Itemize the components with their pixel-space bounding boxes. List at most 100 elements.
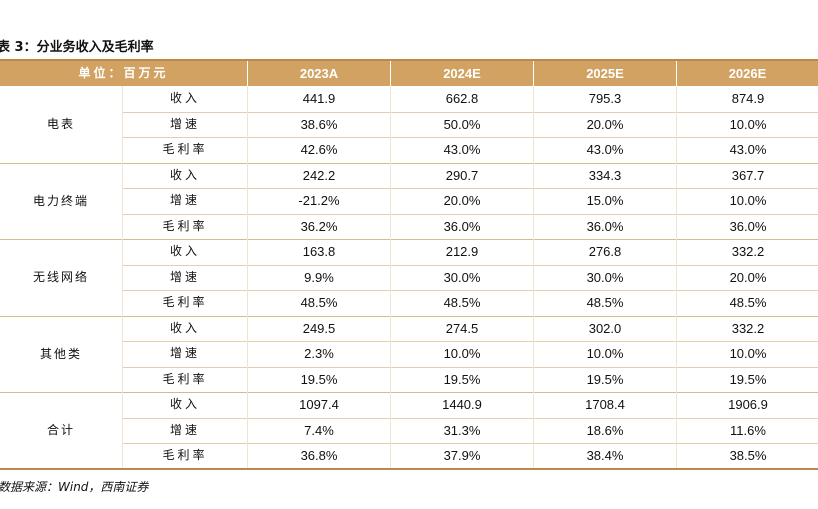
header-divider bbox=[533, 61, 534, 86]
value-cell: 31.3% bbox=[443, 422, 481, 438]
header-divider bbox=[247, 61, 248, 86]
table-row: 增速 2.3% 10.0% 10.0% 10.0% bbox=[122, 341, 818, 367]
group-divider bbox=[0, 392, 818, 393]
value-cell: 43.0% bbox=[443, 142, 481, 157]
value-cell: 36.0% bbox=[443, 218, 481, 234]
value-cell: 367.7 bbox=[731, 167, 765, 183]
table-row: 增速 38.6% 50.0% 20.0% 10.0% bbox=[122, 112, 818, 138]
value-cell: 1708.4 bbox=[585, 397, 625, 412]
metric-label: 收入 bbox=[169, 91, 200, 105]
value-cell: 20.0% bbox=[729, 269, 767, 285]
group-label: 电表 bbox=[46, 117, 75, 131]
value-cell: 15.0% bbox=[586, 193, 624, 208]
value-cell: 10.0% bbox=[443, 346, 481, 361]
metric-label: 增速 bbox=[169, 193, 200, 207]
value-cell: 43.0% bbox=[586, 142, 624, 157]
value-cell: 212.9 bbox=[445, 244, 479, 259]
value-cell: 2.3% bbox=[304, 346, 334, 361]
row-divider bbox=[122, 213, 818, 215]
group-label: 其他类 bbox=[39, 346, 82, 361]
value-cell: -21.2% bbox=[298, 193, 340, 208]
column-divider bbox=[676, 86, 677, 469]
table-row: 毛利率 42.6% 43.0% 43.0% 43.0% bbox=[122, 137, 818, 163]
row-divider bbox=[122, 290, 818, 291]
metric-label: 收入 bbox=[169, 244, 200, 258]
value-cell: 48.5% bbox=[586, 295, 624, 310]
year-header-2024e: 2024E bbox=[443, 66, 481, 81]
source-note: 数据来源：Wind，西南证券 bbox=[0, 480, 149, 494]
header-divider bbox=[676, 61, 677, 86]
value-cell: 874.9 bbox=[731, 91, 765, 106]
row-divider bbox=[122, 111, 818, 113]
value-cell: 302.0 bbox=[588, 320, 622, 336]
table-row: 毛利率 36.8% 37.9% 38.4% 38.5% bbox=[122, 443, 818, 469]
column-divider bbox=[390, 86, 391, 469]
value-cell: 334.3 bbox=[588, 167, 622, 183]
row-divider bbox=[122, 443, 818, 444]
value-cell: 48.5% bbox=[300, 295, 338, 310]
metric-label: 增速 bbox=[169, 346, 200, 360]
value-cell: 1097.4 bbox=[299, 397, 339, 412]
value-cell: 50.0% bbox=[443, 116, 481, 132]
metric-label: 增速 bbox=[169, 269, 200, 284]
value-cell: 36.0% bbox=[586, 218, 624, 234]
table-row: 收入 441.9 662.8 795.3 874.9 bbox=[122, 86, 818, 112]
value-cell: 36.8% bbox=[300, 448, 338, 463]
column-divider bbox=[533, 86, 534, 469]
value-cell: 38.6% bbox=[300, 116, 338, 132]
row-divider bbox=[122, 341, 818, 342]
value-cell: 10.0% bbox=[586, 346, 624, 361]
value-cell: 19.5% bbox=[586, 371, 624, 387]
row-divider bbox=[122, 137, 818, 138]
value-cell: 276.8 bbox=[588, 244, 622, 259]
value-cell: 19.5% bbox=[729, 371, 767, 387]
table-row: 收入 1097.4 1440.9 1708.4 1906.9 bbox=[122, 392, 818, 418]
value-cell: 20.0% bbox=[443, 193, 481, 208]
row-divider bbox=[122, 264, 818, 266]
metric-label: 增速 bbox=[169, 422, 200, 437]
row-divider bbox=[122, 188, 818, 189]
metric-label: 毛利率 bbox=[162, 295, 208, 309]
metric-label: 毛利率 bbox=[162, 448, 208, 462]
value-cell: 10.0% bbox=[729, 116, 767, 132]
table-row: 毛利率 36.2% 36.0% 36.0% 36.0% bbox=[122, 214, 818, 240]
metric-label: 毛利率 bbox=[162, 142, 208, 156]
year-header-2025e: 2025E bbox=[586, 66, 624, 81]
bottom-rule bbox=[0, 468, 818, 470]
table-row: 毛利率 19.5% 19.5% 19.5% 19.5% bbox=[122, 367, 818, 393]
group-label: 合计 bbox=[46, 423, 75, 437]
value-cell: 332.2 bbox=[731, 244, 765, 259]
table-row: 增速 7.4% 31.3% 18.6% 11.6% bbox=[122, 418, 818, 444]
row-divider bbox=[122, 417, 818, 419]
table-row: 收入 249.5 274.5 302.0 332.2 bbox=[122, 316, 818, 342]
value-cell: 795.3 bbox=[588, 91, 622, 106]
column-divider bbox=[247, 86, 248, 469]
value-cell: 30.0% bbox=[443, 269, 481, 285]
value-cell: 9.9% bbox=[304, 269, 334, 285]
value-cell: 37.9% bbox=[443, 448, 481, 463]
year-header-2023a: 2023A bbox=[299, 66, 339, 81]
value-cell: 1440.9 bbox=[442, 397, 482, 412]
value-cell: 43.0% bbox=[729, 142, 767, 157]
metric-label: 收入 bbox=[169, 320, 200, 335]
unit-header: 单位：百万元 bbox=[78, 66, 169, 80]
value-cell: 242.2 bbox=[302, 167, 336, 183]
metric-label: 毛利率 bbox=[162, 371, 208, 386]
top-rule bbox=[0, 59, 818, 61]
value-cell: 290.7 bbox=[445, 167, 479, 183]
value-cell: 18.6% bbox=[586, 422, 624, 438]
metric-label: 收入 bbox=[169, 167, 200, 182]
table-title: 表 3：分业务收入及毛利率 bbox=[0, 40, 154, 55]
metric-label: 增速 bbox=[169, 116, 200, 131]
value-cell: 38.4% bbox=[586, 448, 624, 463]
group-divider bbox=[0, 239, 818, 240]
header-divider bbox=[390, 61, 391, 86]
value-cell: 1906.9 bbox=[728, 397, 768, 412]
metric-label: 收入 bbox=[169, 397, 200, 411]
value-cell: 19.5% bbox=[300, 371, 338, 387]
value-cell: 10.0% bbox=[729, 346, 767, 361]
value-cell: 332.2 bbox=[731, 320, 765, 336]
value-cell: 30.0% bbox=[586, 269, 624, 285]
value-cell: 20.0% bbox=[586, 116, 624, 132]
table-row: 增速 -21.2% 20.0% 15.0% 10.0% bbox=[122, 188, 818, 214]
